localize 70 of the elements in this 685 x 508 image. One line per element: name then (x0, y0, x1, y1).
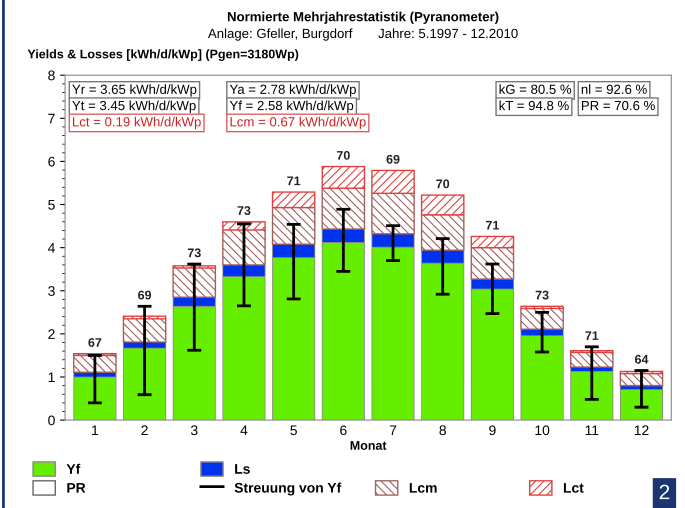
annotation: 71 (585, 331, 598, 340)
annotation: 73 (238, 206, 250, 216)
legend-label: Yf (66, 464, 80, 474)
annotation: 71 (287, 176, 300, 186)
annotation: 70 (436, 179, 450, 188)
x-tick-label: 7 (390, 425, 396, 436)
y-tick-label: 7 (48, 114, 55, 124)
chart-subtitle: Anlage: Gfeller, Burgdorf Jahre: 5.1997 - 12.2010 (208, 28, 518, 41)
bar (272, 191, 316, 208)
bar (172, 265, 216, 269)
annotation: Ya = 2.78 kWh/d/kWp (230, 84, 356, 97)
y-tick-label: 4 (48, 243, 55, 253)
annotation: Yr = 3.65 kWh/d/kWp (72, 84, 196, 97)
annotation: nl = 92.6 % (582, 84, 647, 94)
bar (322, 166, 366, 189)
x-tick-label: 12 (634, 425, 649, 436)
legend-label: PR (67, 483, 86, 493)
y-tick-label: 1 (48, 372, 55, 382)
annotation: PR = 70.6 % (582, 100, 655, 110)
legend-label: Lct (564, 483, 584, 493)
bar (420, 214, 465, 251)
bar (371, 170, 415, 194)
legend-label: Streuung von Yf (234, 482, 342, 496)
x-axis-title: Monat (350, 441, 386, 450)
y-tick-label: 6 (48, 156, 55, 167)
x-tick-label: 1 (92, 425, 98, 436)
annotation: Lct = 0.19 kWh/d/kWp (73, 116, 201, 130)
bar (420, 194, 465, 216)
legend-label: Lcm (410, 483, 437, 493)
annotation: 71 (486, 220, 500, 230)
annotation: Yf = 2.58 kWh/d/kWp (230, 100, 354, 113)
y-tick-label: 8 (48, 70, 55, 80)
bar (470, 246, 514, 280)
x-tick-label: 10 (535, 425, 550, 436)
y-tick-label: 3 (48, 286, 55, 296)
annotation: 73 (536, 290, 549, 300)
legend-label: Ls (235, 464, 250, 474)
annotation: Lcm = 0.67 kWh/d/kWp (230, 116, 366, 130)
x-tick-label: 8 (439, 425, 446, 436)
annotation: 69 (386, 154, 400, 164)
text: 2 (660, 484, 670, 500)
annotation: 69 (138, 290, 152, 300)
x-tick-label: 2 (141, 425, 148, 436)
bar (470, 236, 514, 248)
annotation: 70 (336, 150, 350, 160)
bar (371, 192, 415, 235)
bar (172, 267, 216, 298)
chart-title: Normierte Mehrjahrestatistik (Pyranometer) (228, 12, 498, 24)
x-tick-label: 3 (190, 425, 198, 436)
x-tick-label: 11 (586, 425, 598, 436)
annotation: 64 (634, 354, 648, 364)
bar (520, 308, 564, 330)
bar (122, 316, 166, 320)
y-tick-label: 0 (48, 415, 55, 426)
annotation: 73 (188, 248, 201, 258)
bar (520, 306, 564, 310)
annotation: Yt = 3.45 kWh/d/kWp (72, 100, 196, 113)
bar (222, 229, 266, 266)
bar (322, 187, 366, 230)
bar (272, 206, 316, 245)
x-tick-label: 4 (240, 425, 248, 436)
y-axis-title: Yields & Losses [kWh/d/kWp] (Pgen=3180Wp) (28, 49, 298, 61)
annotation: 67 (88, 338, 102, 347)
x-tick-label: 6 (340, 425, 347, 436)
y-tick-label: 2 (48, 329, 55, 339)
annotation: kG = 80.5 % (500, 84, 572, 94)
y-tick-label: 5 (48, 200, 55, 210)
x-tick-label: 5 (290, 425, 297, 436)
annotation: kT = 94.8 % (500, 100, 569, 110)
x-tick-label: 9 (489, 425, 496, 436)
